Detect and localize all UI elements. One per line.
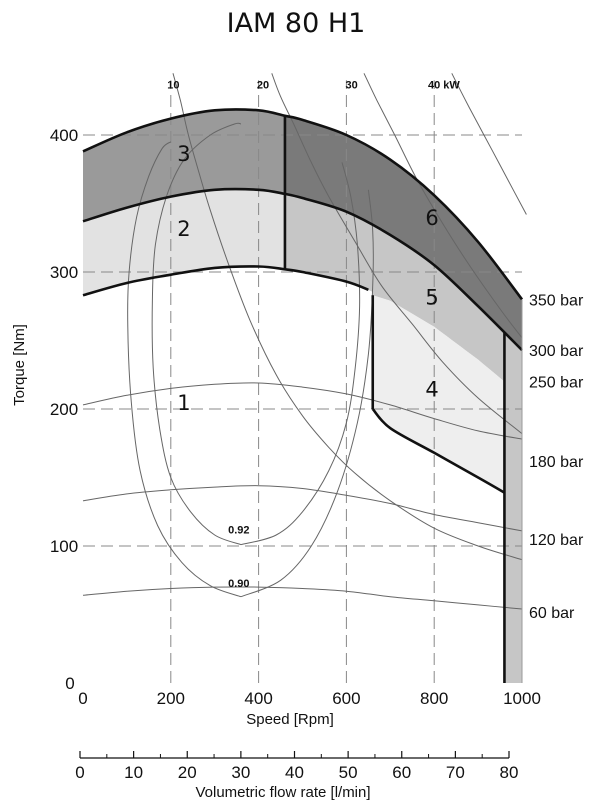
flow-tick-label: 50 (339, 763, 358, 782)
efficiency-curve (240, 189, 374, 598)
pressure-curve (82, 382, 523, 440)
zone-label-2: 2 (177, 217, 190, 241)
flow-tick-label: 70 (446, 763, 465, 782)
pressure-label: 180 bar (529, 454, 584, 471)
x-tick-label: 200 (157, 689, 185, 708)
zone-5-area-mid (372, 225, 505, 382)
power-curve (451, 73, 527, 215)
zone-label-5: 5 (425, 286, 438, 310)
power-curve (271, 73, 523, 435)
y-tick-label: 100 (50, 537, 78, 556)
pressure-curve (82, 586, 523, 610)
y-tick-label: 400 (50, 126, 78, 145)
pressure-label: 300 bar (529, 343, 584, 360)
flow-tick-label: 40 (285, 763, 304, 782)
power-label: 20 (257, 79, 269, 91)
x-tick-label: 600 (332, 689, 360, 708)
boundary-zone-4 (371, 408, 506, 494)
zone-label-3: 3 (177, 142, 190, 166)
power-label: 30 (346, 79, 358, 91)
x-tick-label: 800 (420, 689, 448, 708)
pressure-label: 120 bar (529, 532, 584, 549)
flow-rate-axis: 0 10 20 30 40 50 60 70 80 (75, 751, 518, 782)
efficiency-curve (151, 122, 242, 546)
pressure-label: 60 bar (529, 605, 575, 622)
boundary-300-bar (82, 187, 523, 352)
power-label: 40 kW (428, 79, 460, 91)
zone-2-area (83, 189, 285, 296)
chart-title: IAM 80 H1 (227, 8, 366, 39)
flow-tick-label: 80 (500, 763, 519, 782)
thin-curves (82, 73, 527, 610)
y-tick-label: 200 (50, 400, 78, 419)
power-label: 10 (167, 79, 179, 91)
flow-tick-label: 60 (392, 763, 411, 782)
boundary-350-bar (82, 108, 524, 301)
zone-label-1: 1 (177, 391, 190, 415)
efficiency-label: 0.90 (228, 578, 249, 590)
zone-label-4: 4 (425, 377, 438, 401)
zone-label-6: 6 (425, 206, 438, 230)
zone-5-area (284, 193, 373, 293)
x-tick-label: 0 (78, 689, 87, 708)
efficiency-label: 0.92 (228, 524, 249, 536)
zone-3-area (83, 110, 285, 222)
power-curve (172, 73, 523, 561)
pressure-label: 350 bar (529, 292, 584, 309)
efficiency-curve (240, 162, 361, 546)
pressure-label: 250 bar (529, 375, 584, 392)
x-tick-label: 400 (244, 689, 272, 708)
y-tick-label: 0 (65, 674, 74, 693)
x-axis-label: Speed [Rpm] (246, 711, 334, 728)
y-axis-label: Torque [Nm] (11, 324, 28, 406)
flow-tick-label: 20 (178, 763, 197, 782)
flow-tick-label: 10 (124, 763, 143, 782)
y-tick-label: 300 (50, 263, 78, 282)
x-tick-label: 1000 (503, 689, 541, 708)
pressure-curve (82, 485, 523, 532)
zone-boundaries (82, 108, 524, 683)
x2-axis-label: Volumetric flow rate [l/min] (195, 784, 370, 801)
flow-tick-label: 0 (75, 763, 84, 782)
efficiency-curve (127, 141, 242, 598)
power-curve (363, 73, 523, 339)
zone-4-area (372, 295, 505, 493)
zone-5-area-right (504, 332, 522, 683)
flow-tick-label: 30 (231, 763, 250, 782)
chart-labels: 0 200 400 600 800 1000 0 100 200 300 400 1 2 3 4 5 6 350 … (50, 79, 584, 708)
boundary-250-bar (82, 265, 369, 297)
operating-zones (83, 110, 522, 683)
